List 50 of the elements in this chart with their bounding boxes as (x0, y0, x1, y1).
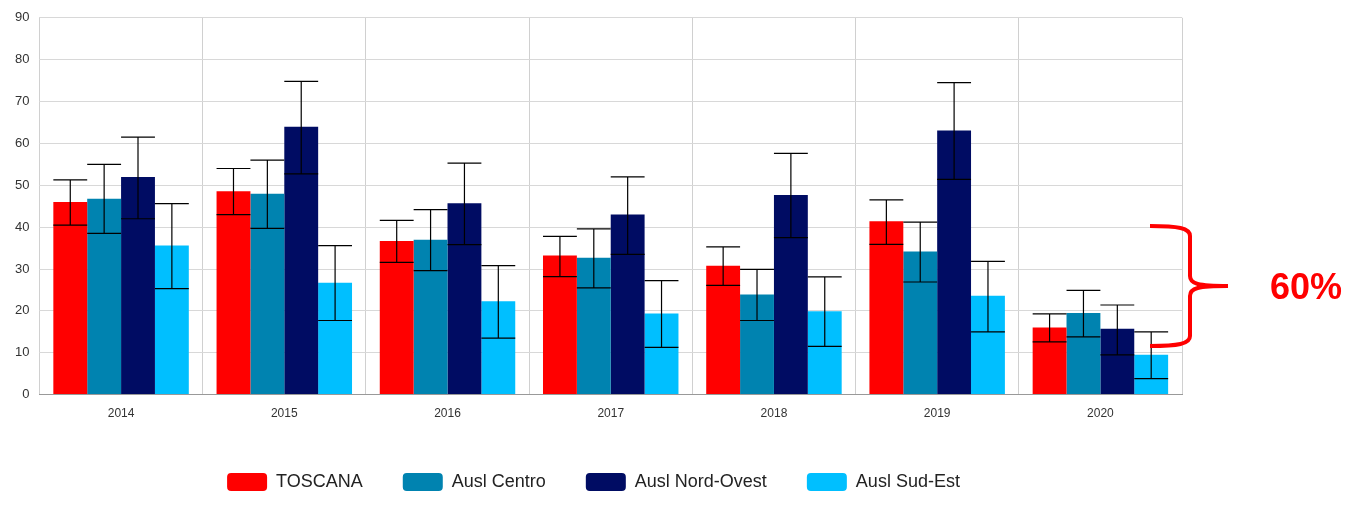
y-tick-label: 50 (14, 176, 30, 192)
legend-label: TOSCANA (276, 470, 363, 491)
bar (971, 295, 1005, 395)
y-tick-label: 20 (14, 302, 30, 318)
x-tick-label: 2016 (434, 406, 462, 421)
bar (542, 255, 577, 395)
bar (284, 126, 319, 395)
bar (1066, 312, 1101, 395)
bar (773, 194, 808, 395)
legend-label: Ausl Centro (451, 470, 546, 491)
bar (250, 193, 285, 395)
bar (53, 202, 88, 395)
bar (447, 203, 482, 395)
y-tick-label: 90 (14, 9, 30, 25)
legend-label: Ausl Nord-Ovest (634, 470, 767, 491)
bar (869, 221, 904, 395)
bar (644, 313, 679, 395)
bar (87, 198, 122, 395)
x-tick-label: 2018 (760, 406, 788, 421)
x-tick-label: 2019 (923, 406, 951, 421)
bar (154, 245, 189, 395)
text: 60% (1270, 266, 1343, 308)
y-tick-label: 80 (14, 51, 30, 67)
y-tick-label: 40 (14, 218, 30, 234)
bar (937, 130, 972, 395)
bar (1134, 354, 1169, 395)
y-tick-label: 60 (14, 134, 30, 150)
bar (216, 191, 251, 395)
bar (318, 282, 353, 395)
bar (706, 265, 741, 395)
bar (379, 240, 414, 395)
bar (740, 294, 774, 395)
y-tick-label: 0 (22, 386, 30, 402)
x-tick-label: 2017 (597, 406, 625, 421)
bar (413, 239, 448, 395)
bar (576, 257, 611, 395)
bar (1032, 327, 1067, 395)
bar (481, 301, 516, 395)
bar (610, 214, 645, 395)
y-tick-label: 10 (14, 344, 30, 360)
bar (903, 251, 938, 395)
legend-label: Ausl Sud-Est (855, 470, 960, 491)
x-tick-label: 2015 (270, 406, 298, 421)
x-tick-label: 2020 (1087, 406, 1115, 421)
x-tick-label: 2014 (107, 406, 135, 421)
bar (121, 176, 155, 395)
y-tick-label: 70 (14, 93, 30, 109)
bar (1100, 328, 1135, 395)
bar (807, 311, 842, 395)
y-tick-label: 30 (14, 260, 30, 276)
